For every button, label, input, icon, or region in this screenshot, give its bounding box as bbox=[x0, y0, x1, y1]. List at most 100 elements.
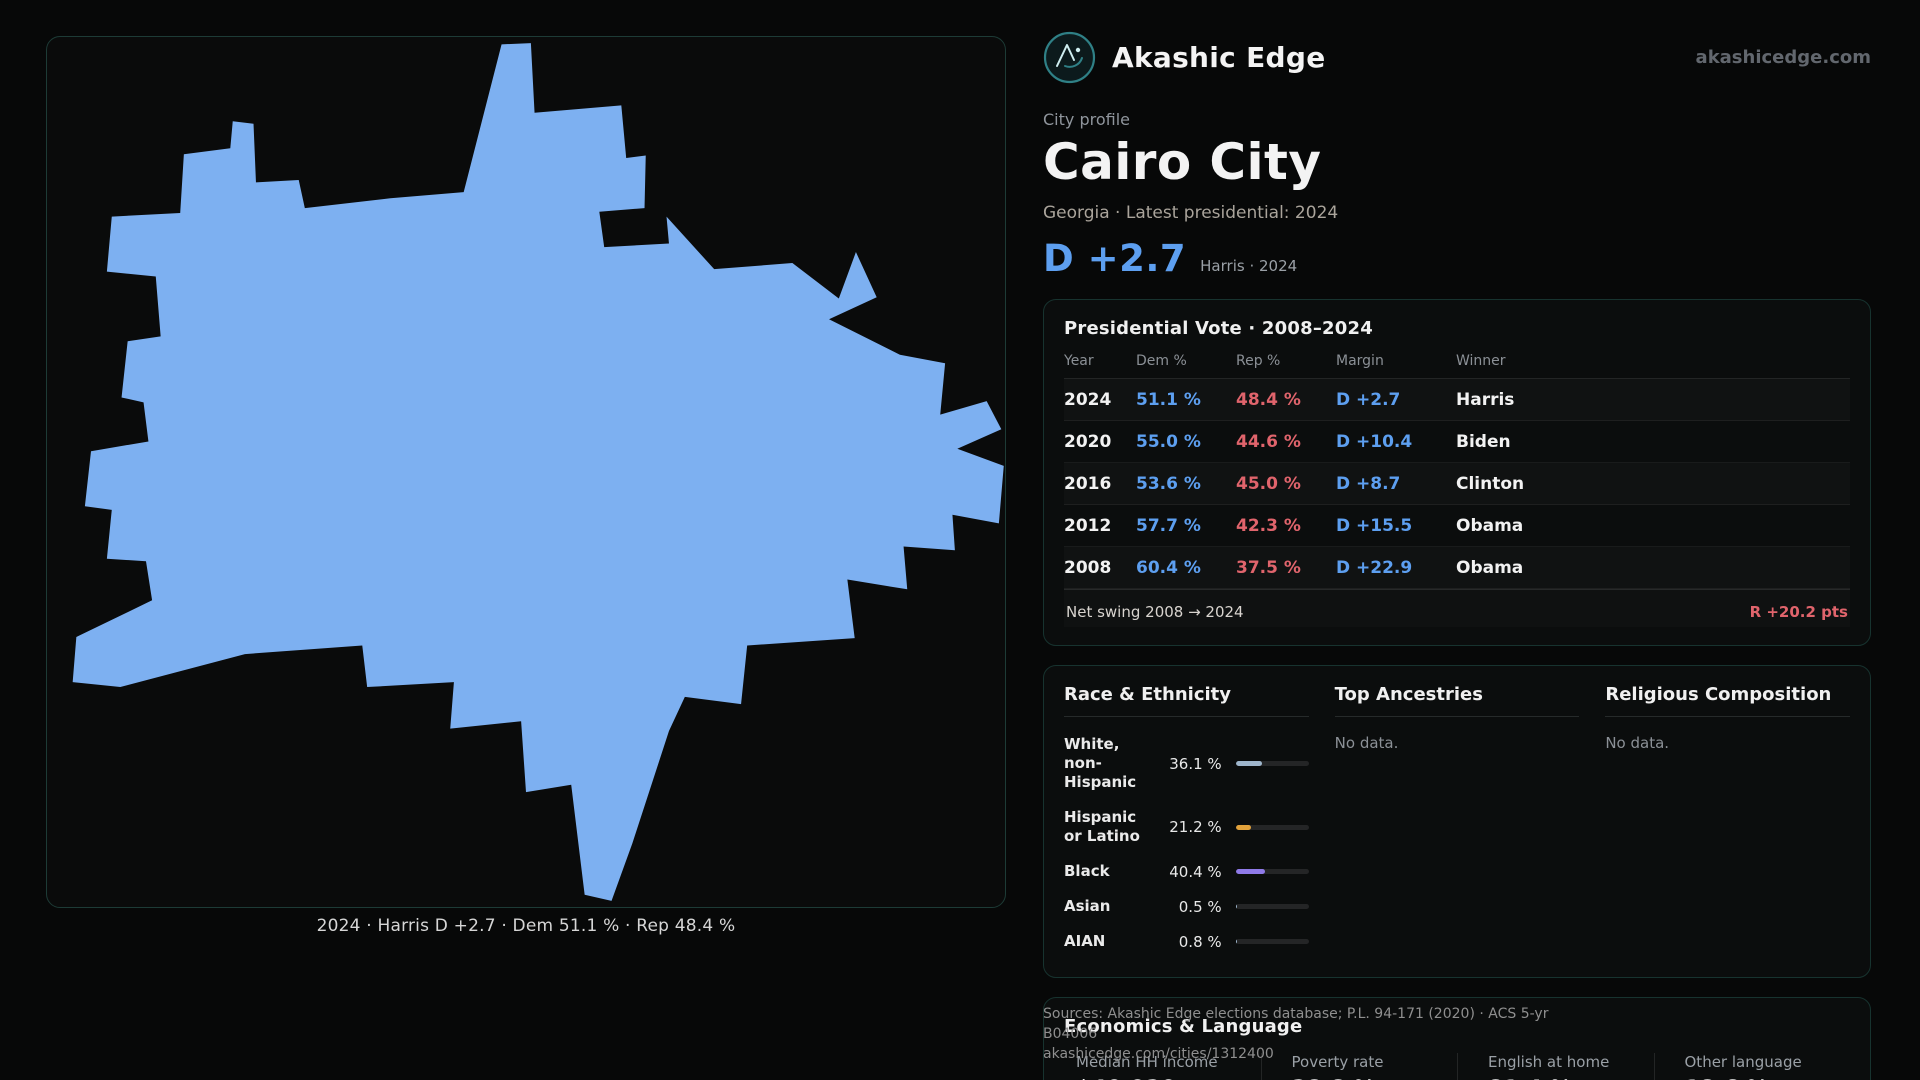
race-ethnicity-section: Race & Ethnicity White, non-Hispanic 36.… bbox=[1064, 684, 1309, 959]
table-row: 2012 57.7 % 42.3 % D +15.5 Obama bbox=[1064, 505, 1850, 547]
cell-margin: D +10.4 bbox=[1336, 431, 1413, 452]
headline-note: Harris · 2024 bbox=[1200, 257, 1298, 275]
list-item: White, non-Hispanic 36.1 % bbox=[1064, 727, 1309, 800]
cell-winner: Obama bbox=[1456, 515, 1524, 536]
list-item: AIAN 0.8 % bbox=[1064, 924, 1309, 959]
stat-value: 28.8 % bbox=[1292, 1077, 1458, 1080]
cell-winner: Biden bbox=[1456, 431, 1511, 452]
race-bar bbox=[1235, 904, 1309, 909]
stat-label: Other language bbox=[1684, 1053, 1802, 1071]
akashic-edge-logo-icon bbox=[1043, 31, 1096, 84]
city-map-panel bbox=[46, 36, 1006, 908]
cell-rep: 48.4 % bbox=[1236, 389, 1301, 410]
cell-rep: 42.3 % bbox=[1236, 515, 1301, 536]
cell-margin: D +22.9 bbox=[1336, 557, 1413, 578]
cell-year: 2008 bbox=[1064, 557, 1112, 578]
economics-card-title: Economics & Language bbox=[1064, 1016, 1303, 1037]
col-dem: Dem % bbox=[1136, 353, 1187, 369]
stat-label: Poverty rate bbox=[1291, 1053, 1384, 1071]
list-item: Black 40.4 % bbox=[1064, 854, 1309, 889]
cell-margin: D +15.5 bbox=[1336, 515, 1413, 536]
ancestries-no-data: No data. bbox=[1334, 734, 1399, 752]
headline-margin: D +2.7 bbox=[1043, 237, 1187, 280]
race-label: Hispanic or Latino bbox=[1064, 808, 1140, 845]
cell-dem: 53.6 % bbox=[1136, 473, 1201, 494]
race-label: Black bbox=[1064, 862, 1110, 880]
race-value: 36.1 % bbox=[1169, 754, 1222, 773]
headline-result: D +2.7 Harris · 2024 bbox=[1043, 237, 1871, 280]
cell-year: 2024 bbox=[1064, 389, 1112, 410]
race-bar bbox=[1235, 761, 1309, 766]
race-bar bbox=[1235, 869, 1309, 874]
religion-section-title: Religious Composition bbox=[1605, 684, 1850, 717]
cell-rep: 44.6 % bbox=[1236, 431, 1301, 452]
list-item: Hispanic or Latino 21.2 % bbox=[1064, 800, 1309, 854]
profile-panel: Akashic Edge akashicedge.com City profil… bbox=[1043, 0, 1871, 1080]
stat-poverty-rate: Poverty rate 28.8 % bbox=[1260, 1053, 1458, 1080]
page-subtitle: Georgia · Latest presidential: 2024 bbox=[1043, 203, 1339, 223]
table-row: 2008 60.4 % 37.5 % D +22.9 Obama bbox=[1064, 547, 1850, 589]
stat-value: $40,920 bbox=[1076, 1077, 1261, 1080]
cell-dem: 60.4 % bbox=[1136, 557, 1201, 578]
demographics-card: Race & Ethnicity White, non-Hispanic 36.… bbox=[1043, 665, 1871, 978]
religion-no-data: No data. bbox=[1605, 734, 1670, 752]
site-domain-link[interactable]: akashicedge.com bbox=[1695, 47, 1871, 68]
cell-winner: Obama bbox=[1456, 557, 1524, 578]
race-label: Asian bbox=[1064, 897, 1111, 915]
city-map bbox=[72, 43, 1004, 901]
cell-year: 2016 bbox=[1064, 473, 1112, 494]
stat-value: 81.4 % bbox=[1488, 1077, 1654, 1080]
map-caption: 2024 · Harris D +2.7 · Dem 51.1 % · Rep … bbox=[316, 916, 736, 936]
net-swing-row: Net swing 2008 → 2024 R +20.2 pts bbox=[1064, 589, 1850, 627]
list-item: Asian 0.5 % bbox=[1064, 889, 1309, 924]
vote-card-title: Presidential Vote · 2008–2024 bbox=[1064, 318, 1373, 339]
race-bar bbox=[1235, 939, 1309, 944]
cell-dem: 51.1 % bbox=[1136, 389, 1201, 410]
table-row: 2020 55.0 % 44.6 % D +10.4 Biden bbox=[1064, 421, 1850, 463]
economics-card: Economics & Language Median HH income $4… bbox=[1043, 997, 1871, 1080]
race-label: White, non-Hispanic bbox=[1064, 735, 1137, 791]
net-swing-label: Net swing 2008 → 2024 bbox=[1066, 603, 1244, 621]
cell-rep: 45.0 % bbox=[1236, 473, 1301, 494]
race-value: 0.8 % bbox=[1178, 932, 1222, 951]
race-value: 21.2 % bbox=[1169, 818, 1222, 836]
religion-section: Religious Composition No data. bbox=[1605, 684, 1850, 959]
city-boundary-shape bbox=[72, 43, 1004, 901]
cell-dem: 55.0 % bbox=[1136, 431, 1201, 452]
race-value: 40.4 % bbox=[1169, 862, 1222, 881]
cell-year: 2020 bbox=[1064, 431, 1112, 452]
cell-year: 2012 bbox=[1064, 515, 1112, 536]
stat-english-at-home: English at home 81.4 % bbox=[1457, 1053, 1654, 1080]
presidential-vote-card: Presidential Vote · 2008–2024 Year Dem %… bbox=[1043, 299, 1871, 646]
city-page-url[interactable]: akashicedge.com/cities/1312400 bbox=[1043, 1046, 1274, 1062]
col-margin: Margin bbox=[1336, 353, 1384, 369]
net-swing-value: R +20.2 pts bbox=[1749, 603, 1848, 621]
ancestries-section: Top Ancestries No data. bbox=[1334, 684, 1580, 959]
race-section-title: Race & Ethnicity bbox=[1064, 684, 1309, 717]
cell-winner: Harris bbox=[1456, 389, 1515, 410]
cell-winner: Clinton bbox=[1456, 473, 1525, 494]
race-bar bbox=[1235, 824, 1309, 830]
table-row: 2024 51.1 % 48.4 % D +2.7 Harris bbox=[1064, 379, 1850, 421]
stat-other-language: Other language 18.6 % bbox=[1653, 1053, 1851, 1080]
cell-margin: D +8.7 bbox=[1336, 473, 1401, 494]
race-value: 0.5 % bbox=[1178, 897, 1222, 916]
col-winner: Winner bbox=[1456, 353, 1506, 369]
stat-label: English at home bbox=[1488, 1053, 1610, 1071]
vote-table-header: Year Dem % Rep % Margin Winner bbox=[1064, 353, 1850, 379]
col-year: Year bbox=[1064, 353, 1094, 369]
brand-name: Akashic Edge bbox=[1112, 41, 1326, 74]
vote-table-body: 2024 51.1 % 48.4 % D +2.7 Harris 2020 55… bbox=[1064, 379, 1850, 589]
site-header: Akashic Edge akashicedge.com bbox=[1043, 0, 1871, 84]
race-label: AIAN bbox=[1064, 932, 1106, 950]
stat-label: Median HH income bbox=[1076, 1053, 1218, 1071]
cell-margin: D +2.7 bbox=[1336, 389, 1401, 410]
stat-value: 18.6 % bbox=[1685, 1077, 1851, 1080]
page-title: Cairo City bbox=[1043, 133, 1322, 191]
table-row: 2016 53.6 % 45.0 % D +8.7 Clinton bbox=[1064, 463, 1850, 505]
col-rep: Rep % bbox=[1236, 353, 1281, 369]
page-eyebrow: City profile bbox=[1043, 110, 1130, 129]
brand[interactable]: Akashic Edge bbox=[1043, 31, 1326, 84]
cell-dem: 57.7 % bbox=[1136, 515, 1201, 536]
stat-median-income: Median HH income $40,920 bbox=[1064, 1053, 1261, 1080]
